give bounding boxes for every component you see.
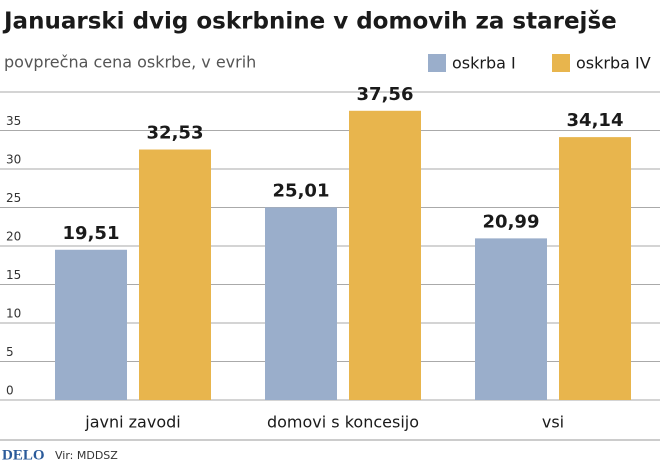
y-tick-label: 20 (6, 230, 21, 244)
x-tick-label: vsi (542, 413, 564, 432)
y-tick-label: 0 (6, 384, 14, 398)
value-label: 37,56 (357, 84, 414, 105)
value-label: 25,01 (273, 180, 330, 201)
y-tick-label: 5 (6, 345, 14, 359)
value-label: 20,99 (483, 211, 540, 232)
y-tick-label: 15 (6, 268, 21, 282)
legend-swatch (428, 54, 446, 72)
legend-label: oskrba I (452, 54, 516, 73)
y-tick-label: 35 (6, 114, 21, 128)
y-tick-label: 10 (6, 307, 21, 321)
value-label: 32,53 (147, 123, 204, 144)
bar (349, 110, 421, 401)
bar (55, 249, 127, 400)
bar (559, 137, 631, 400)
legend-swatch (552, 54, 570, 72)
y-tick-label: 25 (6, 191, 21, 205)
legend-label: oskrba IV (576, 54, 651, 73)
chart-title: Januarski dvig oskrbnine v domovih za st… (2, 9, 617, 35)
source: Vir: MDDSZ (55, 449, 118, 462)
logo: DELO (2, 447, 45, 463)
x-tick-label: javni zavodi (84, 413, 180, 432)
bar (475, 238, 547, 400)
y-tick-label: 30 (6, 153, 21, 167)
value-label: 19,51 (63, 223, 120, 244)
value-label: 34,14 (567, 110, 624, 131)
bar (139, 149, 211, 400)
x-tick-label: domovi s koncesijo (267, 413, 419, 432)
chart-subtitle: povprečna cena oskrbe, v evrih (4, 53, 256, 72)
bar (265, 207, 337, 400)
